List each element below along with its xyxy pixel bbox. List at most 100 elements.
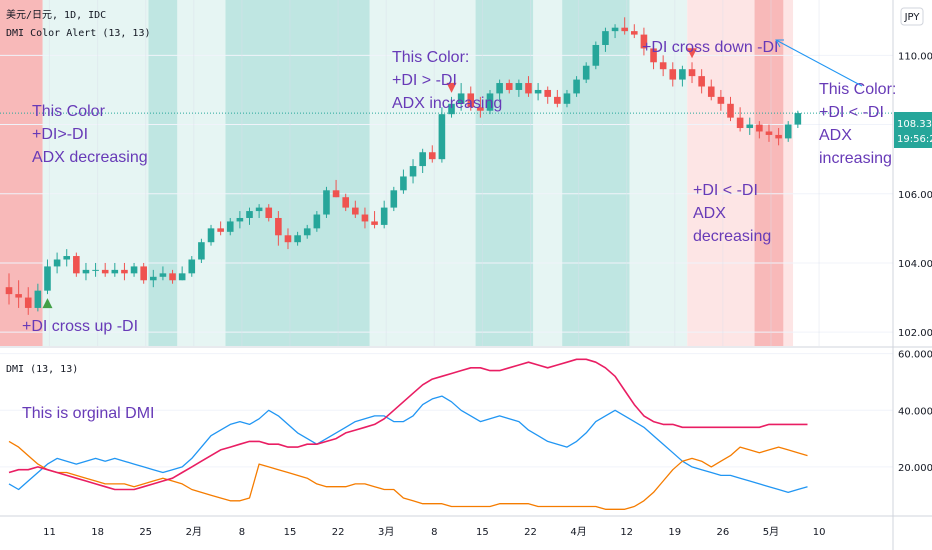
annotation-di-cross-down: +DI cross down -DI	[642, 39, 778, 56]
candle-body	[486, 93, 494, 111]
candle-body	[34, 290, 42, 308]
candle-body	[477, 107, 484, 111]
candle-body	[111, 269, 119, 274]
background-color-bands	[0, 0, 794, 346]
candle-body	[150, 276, 157, 281]
candle-body	[534, 89, 542, 94]
candle-body	[361, 214, 369, 222]
candle-body	[275, 217, 282, 236]
candle-body	[467, 93, 475, 108]
bg-band-10	[687, 0, 755, 346]
candle-body	[73, 256, 80, 274]
candle-body	[371, 221, 378, 225]
annotation-this-color-1: This Color +DI>-DI ADX decreasing	[32, 103, 148, 166]
candle-body	[207, 228, 215, 243]
candle-body	[101, 269, 109, 274]
price-tick-label: 106.000	[898, 190, 932, 201]
bg-band-4	[225, 0, 370, 346]
symbol-title[interactable]: 美元/日元, 1D, IDC	[6, 8, 106, 21]
annotation-this-color-3: +DI < -DI ADX decreasing	[693, 182, 771, 245]
annotation-di-cross-up: +DI cross up -DI	[22, 318, 138, 335]
price-axis[interactable]: 110.000108.000106.000104.000102.000	[898, 51, 932, 339]
candle-body	[525, 83, 532, 94]
candle-body	[236, 217, 244, 222]
candle-body	[255, 207, 263, 212]
current-price-value: 108.330	[897, 119, 932, 130]
candle-body	[727, 103, 734, 118]
candle-body	[24, 297, 32, 308]
candle-body	[679, 69, 686, 80]
dmi-axis[interactable]: 60.0000 40.0000 20.0000	[898, 350, 932, 474]
candle-body	[457, 93, 465, 104]
bg-band-12	[783, 0, 794, 346]
indicator-title[interactable]: DMI Color Alert (13, 13)	[6, 28, 151, 39]
candle-body	[496, 83, 503, 94]
dmi-grid	[0, 353, 893, 468]
time-tick-label: 19	[668, 527, 681, 538]
candle-body	[121, 269, 128, 274]
bg-band-2	[148, 0, 178, 346]
candle-body	[784, 124, 792, 139]
signal-triangle-up	[42, 298, 53, 309]
bg-band-7	[533, 0, 563, 346]
time-tick-label: 2月	[186, 526, 202, 538]
candle-body	[303, 228, 311, 236]
candle-body	[53, 259, 61, 267]
candle-body	[169, 273, 176, 281]
candle-body	[448, 103, 455, 115]
dmi-tick-label: 60.0000	[898, 350, 932, 361]
candle-body	[554, 96, 561, 104]
current-price-tag: 108.330 19:56:29	[894, 112, 932, 148]
candle-body	[775, 134, 782, 139]
time-tick-label: 12	[620, 527, 633, 538]
candle-body	[698, 76, 705, 87]
candlestick-series	[5, 17, 802, 315]
candle-body	[130, 266, 138, 274]
candle-body	[438, 114, 446, 160]
candle-body	[621, 27, 628, 32]
candle-body	[602, 31, 609, 45]
currency-badge[interactable]: JPY	[900, 7, 924, 26]
candle-body	[756, 124, 763, 132]
annotation-original-dmi: This is orginal DMI	[22, 405, 154, 422]
time-axis[interactable]: 11 18 25 2月 8 15 22 3月 8 15 22 4月 12 19 26 5月 10	[43, 526, 825, 538]
time-tick-label: 22	[524, 527, 537, 538]
candle-body	[428, 152, 436, 160]
signal-markers	[42, 48, 698, 309]
candle-body	[226, 221, 234, 232]
candle-body	[178, 273, 186, 281]
candle-body	[5, 287, 13, 295]
candle-body	[92, 269, 99, 271]
bg-band-11	[754, 0, 784, 346]
time-tick-label: 15	[476, 527, 489, 538]
annotation-arrow-line	[775, 39, 863, 87]
candle-body	[140, 266, 147, 281]
candle-body	[15, 294, 22, 298]
candle-body	[650, 48, 657, 63]
bg-band-9	[629, 0, 688, 346]
candle-body	[640, 34, 648, 49]
bg-band-3	[177, 0, 226, 346]
price-tick-label: 102.000	[898, 328, 932, 339]
dmi-tick-label: 40.0000	[898, 406, 932, 417]
bg-band-6	[475, 0, 534, 346]
candle-body	[611, 27, 619, 32]
candle-body	[44, 266, 51, 291]
dmi-pane-title[interactable]: DMI (13, 13)	[6, 364, 78, 375]
bg-band-1	[42, 0, 149, 346]
dmi-line-plusdi	[8, 395, 808, 494]
time-tick-label: 8	[431, 527, 437, 538]
time-tick-label: 8	[239, 527, 245, 538]
candle-body	[746, 124, 754, 129]
signal-triangle-down	[687, 48, 698, 59]
candle-body	[688, 69, 696, 77]
time-tick-label: 22	[332, 527, 345, 538]
time-tick-label: 15	[284, 527, 297, 538]
candle-body	[82, 269, 90, 274]
time-tick-label: 4月	[570, 526, 586, 538]
candle-body	[352, 207, 359, 215]
candle-body	[159, 273, 167, 277]
signal-triangle-down	[446, 82, 457, 93]
candle-body	[717, 96, 725, 104]
